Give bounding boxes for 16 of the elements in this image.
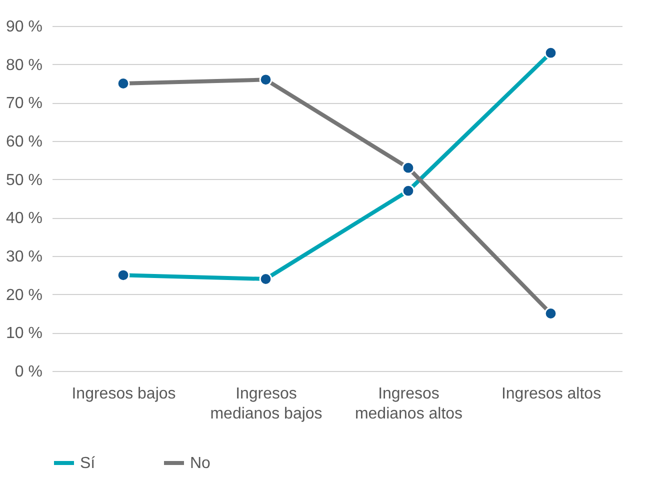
- y-tick-label: 70 %: [6, 95, 42, 112]
- y-tick-label: 40 %: [6, 210, 42, 228]
- x-tick-label: Ingresos medianos bajos: [210, 386, 322, 422]
- legend-label: Sí: [80, 455, 96, 472]
- y-tick-label: 50 %: [6, 172, 42, 189]
- y-tick-label: 30 %: [6, 248, 42, 266]
- y-tick-label: 0 %: [14, 364, 42, 380]
- y-tick-label: 80 %: [6, 56, 42, 74]
- y-tick-label: 20 %: [6, 286, 42, 304]
- x-tick-label: Ingresos medianos altos: [354, 386, 463, 422]
- x-tick-label: Ingresos bajos: [72, 386, 176, 402]
- legend-label: No: [190, 455, 211, 472]
- y-tick-label: 10 %: [6, 325, 42, 342]
- y-tick-label: 90 %: [6, 18, 42, 36]
- x-tick-label: Ingresos altos: [501, 386, 602, 402]
- y-tick-label: 60 %: [6, 134, 42, 150]
